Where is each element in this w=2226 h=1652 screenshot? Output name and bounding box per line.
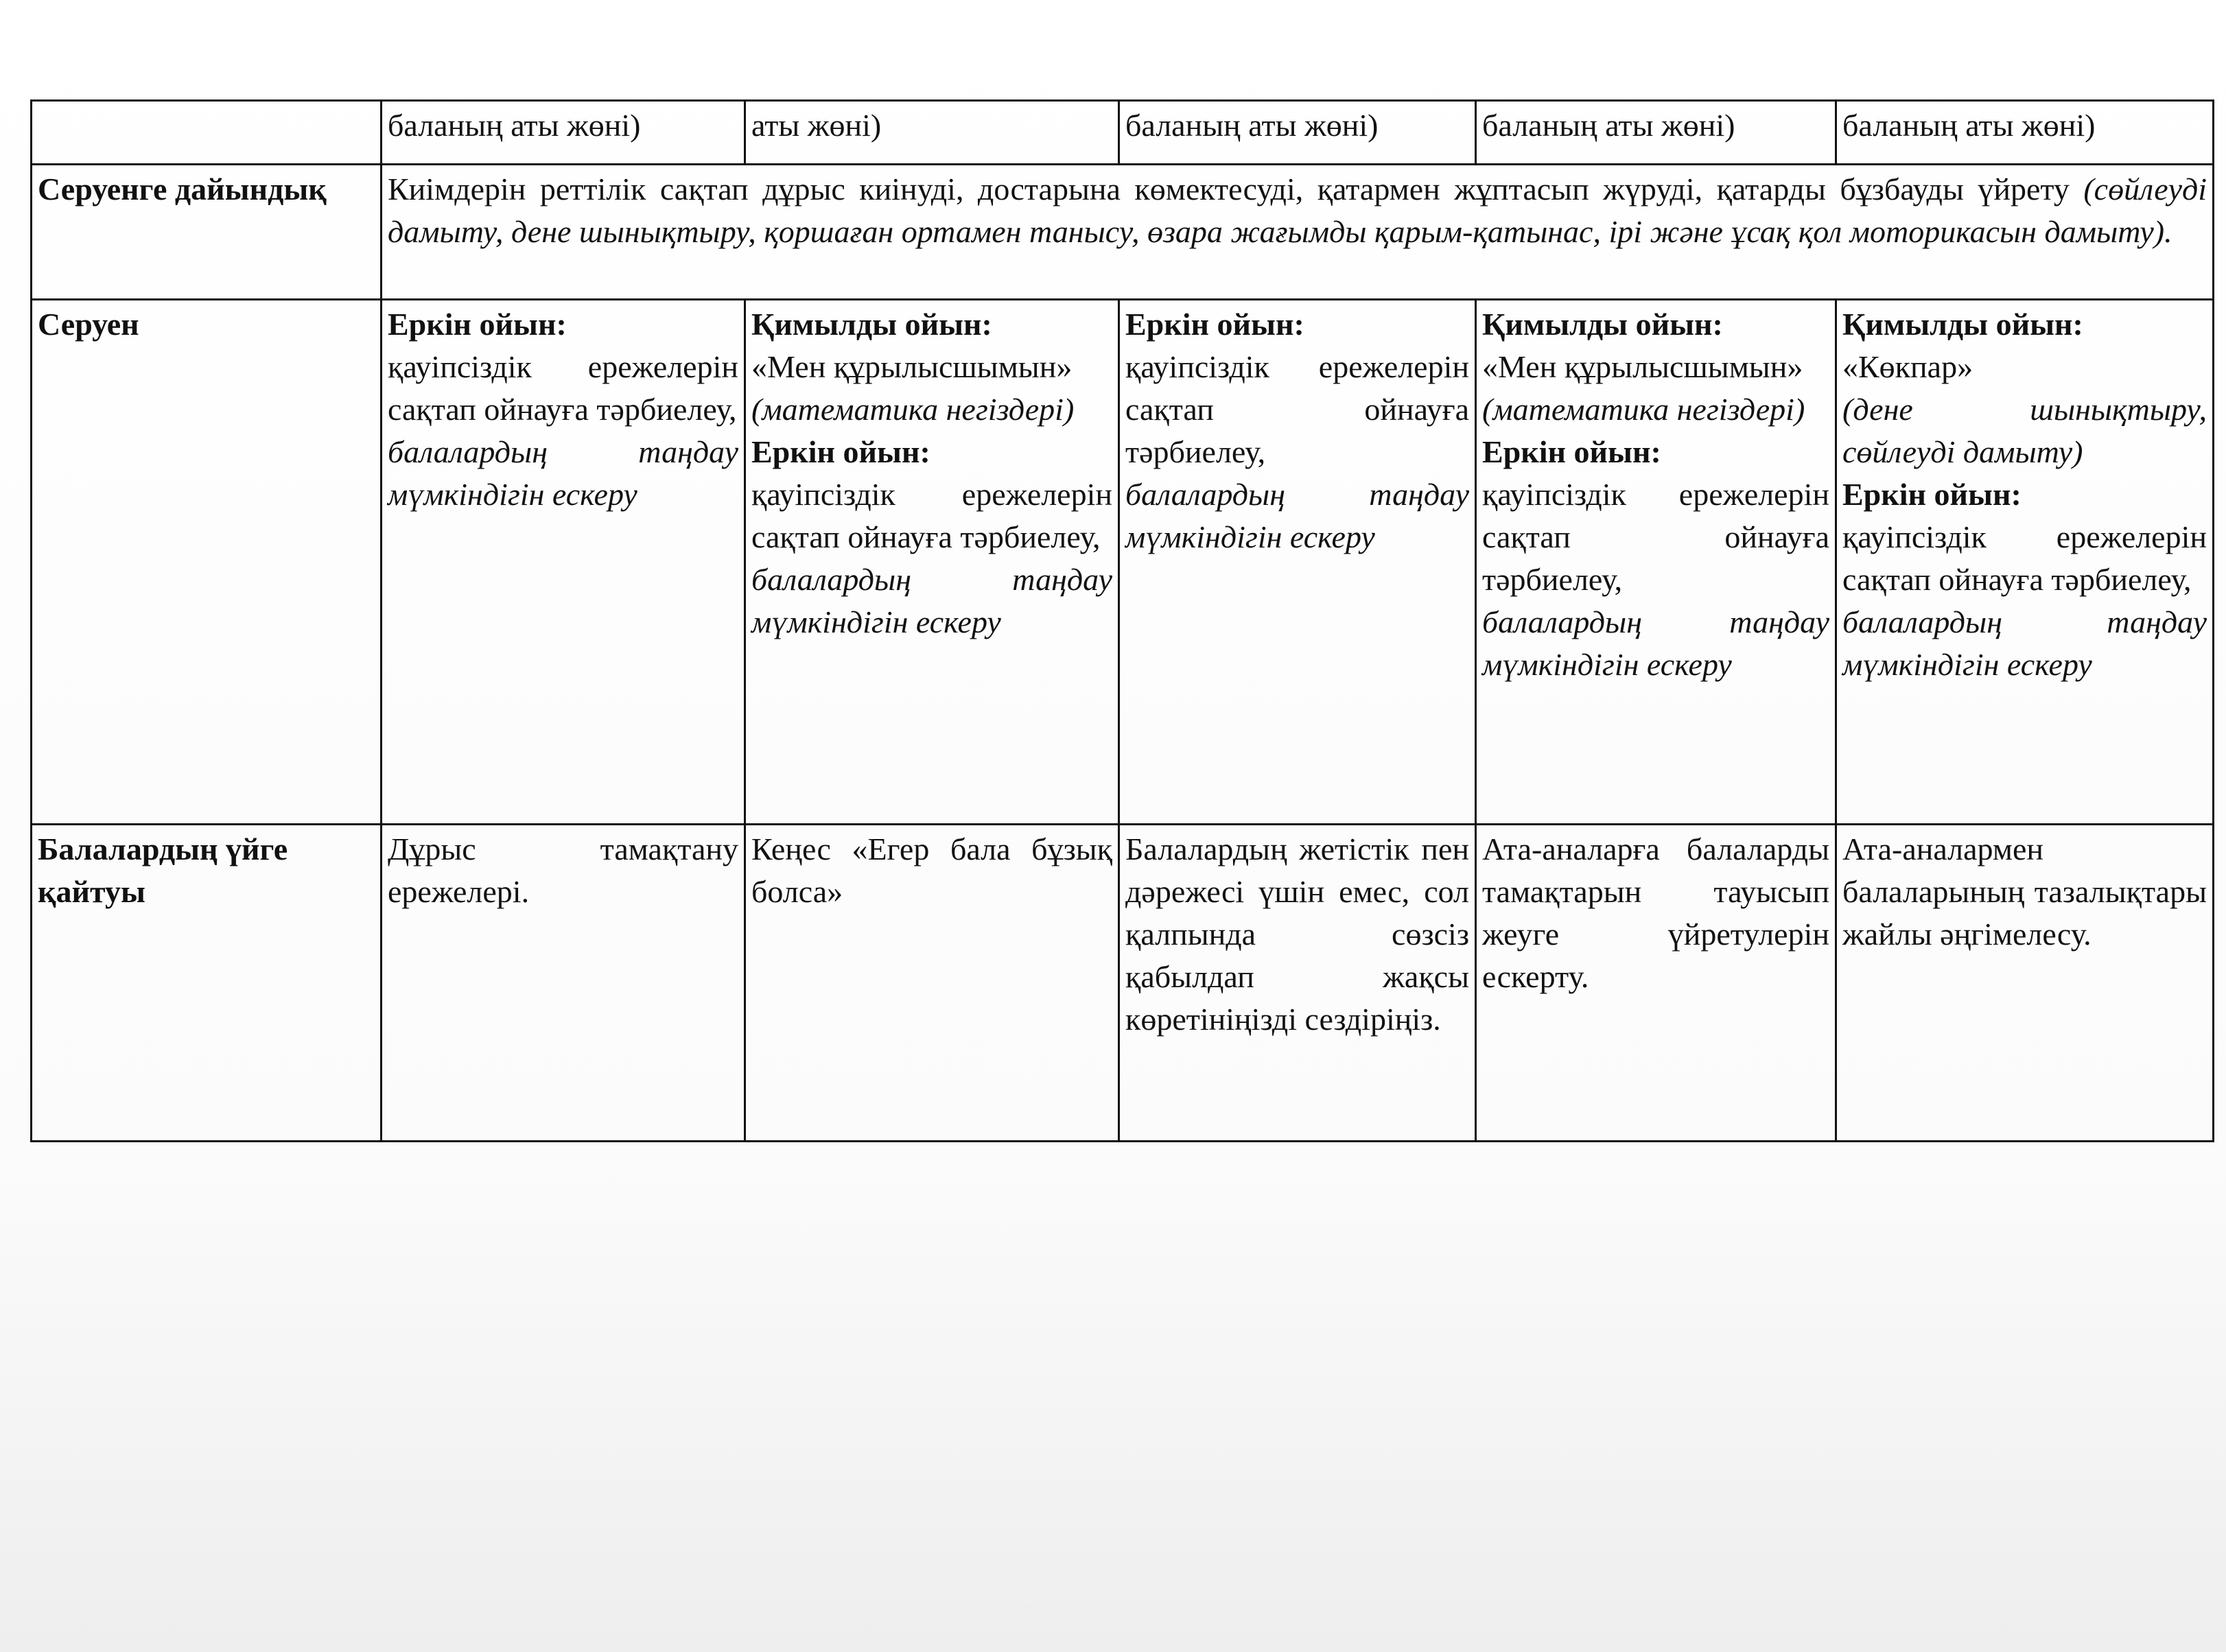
text-segment: (дене шынықтыру, сөйлеуді дамыту) bbox=[1842, 392, 2207, 469]
text-segment: қауіпсіздік ережелерін сақтап ойнауға тә… bbox=[1125, 349, 1469, 469]
text-segment: қауіпсіздік ережелерін сақтап ойнауға тә… bbox=[1482, 477, 1829, 597]
text-segment: Киімдерін реттілік сақтап дұрыс киінуді,… bbox=[388, 172, 2070, 206]
text-segment: (математика негіздері) bbox=[751, 392, 1075, 427]
table-row: Серуенге дайындық Киімдерін реттілік сақт… bbox=[30, 163, 2214, 300]
cell: Балалардың жетістік пен дәрежесі үшін ем… bbox=[1118, 823, 1477, 1142]
text-segment: қауіпсіздік ережелерін сақтап ойнауға тә… bbox=[1842, 519, 2207, 597]
row-label: Серуенге дайындық bbox=[30, 163, 382, 300]
merged-cell: Киімдерін реттілік сақтап дұрыс киінуді,… bbox=[380, 163, 2214, 300]
cell: Еркін ойын: қауіпсіздік ережелерін сақтап… bbox=[1118, 298, 1477, 825]
row-label: Балалардың үйге қайтуы bbox=[30, 823, 382, 1142]
table-row: Серуен Еркін ойын: қауіпсіздік ережелерін … bbox=[30, 298, 2214, 825]
text-segment: Ата-аналармен балаларының тазалықтары жа… bbox=[1842, 831, 2207, 952]
row-label: Серуен bbox=[30, 298, 382, 825]
document: баланың аты жөні) аты жөні) баланың аты жө… bbox=[30, 99, 2214, 1142]
text-segment: Балалардың жетістік пен дәрежесі үшін ем… bbox=[1125, 831, 1469, 1037]
text-segment: (математика негіздері) bbox=[1482, 392, 1805, 427]
text-segment: «Көкпар» bbox=[1842, 349, 1973, 384]
text-segment: қауіпсіздік ережелерін сақтап ойнауға тә… bbox=[751, 477, 1112, 554]
header-cell: баланың аты жөні) bbox=[1118, 99, 1477, 165]
cell: Кеңес «Егер бала бұзық болса» bbox=[744, 823, 1120, 1142]
table-row: Балалардың үйге қайтуы Дұрыс тамақтану ер… bbox=[30, 823, 2214, 1142]
header-cell: баланың аты жөні) bbox=[1475, 99, 1837, 165]
table-body: баланың аты жөні) аты жөні) баланың аты жө… bbox=[30, 99, 2214, 1142]
text-segment: Дұрыс тамақтану ережелері. bbox=[388, 831, 738, 909]
text-segment: балалардың таңдау мүмкіндігін ескеру bbox=[1482, 604, 1829, 682]
text-segment: Еркін ойын: bbox=[1842, 477, 2022, 512]
header-cell: аты жөні) bbox=[744, 99, 1120, 165]
empty-cell bbox=[30, 99, 382, 165]
text-segment: Еркін ойын: bbox=[388, 307, 567, 342]
text-segment: Еркін ойын: bbox=[751, 434, 930, 469]
cell: Қимылды ойын: «Мен құрылысшымын» (математи… bbox=[1475, 298, 1837, 825]
cell: Қимылды ойын: «Көкпар» (дене шынықтыру, сө… bbox=[1835, 298, 2214, 825]
text-segment: Ата-аналарға балаларды тамақтарын тауысы… bbox=[1482, 831, 1829, 994]
text-segment: Кеңес «Егер бала бұзық болса» bbox=[751, 831, 1112, 909]
text-segment: Қимылды ойын: bbox=[1842, 307, 2083, 342]
text-segment: Еркін ойын: bbox=[1125, 307, 1304, 342]
text-segment: Қимылды ойын: bbox=[751, 307, 992, 342]
text-segment: балалардың таңдау мүмкіндігін ескеру bbox=[1125, 477, 1469, 554]
cell: Қимылды ойын: «Мен құрылысшымын» (математи… bbox=[744, 298, 1120, 825]
cell: Ата-аналарға балаларды тамақтарын тауысы… bbox=[1475, 823, 1837, 1142]
cell: Дұрыс тамақтану ережелері. bbox=[380, 823, 746, 1142]
header-cell: баланың аты жөні) bbox=[1835, 99, 2214, 165]
text-segment: қауіпсіздік ережелерін сақтап ойнауға тә… bbox=[388, 349, 738, 427]
text-segment: «Мен құрылысшымын» bbox=[1482, 349, 1803, 384]
table-row: баланың аты жөні) аты жөні) баланың аты жө… bbox=[30, 99, 2214, 165]
text-segment: Қимылды ойын: bbox=[1482, 307, 1723, 342]
text-segment: балалардың таңдау мүмкіндігін ескеру bbox=[751, 562, 1112, 639]
text-segment: (сөйлеуді дамыту, дене шынықтыру, қоршағ… bbox=[388, 172, 2207, 249]
header-cell: баланың аты жөні) bbox=[380, 99, 746, 165]
text-segment: балалардың таңдау мүмкіндігін ескеру bbox=[1842, 604, 2207, 682]
plan-table: баланың аты жөні) аты жөні) баланың аты жө… bbox=[30, 99, 2214, 1142]
cell: Еркін ойын: қауіпсіздік ережелерін сақтап… bbox=[380, 298, 746, 825]
cell: Ата-аналармен балаларының тазалықтары жа… bbox=[1835, 823, 2214, 1142]
text-segment: балалардың таңдау мүмкіндігін ескеру bbox=[388, 434, 738, 512]
text-segment: Еркін ойын: bbox=[1482, 434, 1661, 469]
text-segment: «Мен құрылысшымын» bbox=[751, 349, 1073, 384]
